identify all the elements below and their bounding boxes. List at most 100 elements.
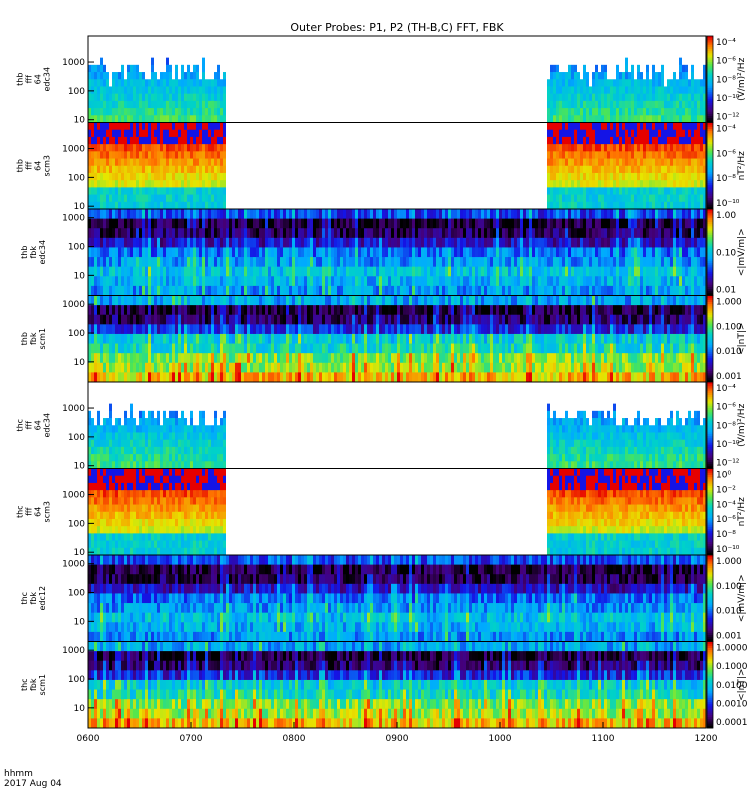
spectrogram-cell (553, 108, 556, 116)
spectrogram-cell (361, 343, 364, 354)
spectrogram-cell (652, 187, 655, 196)
spectrogram-cell (391, 343, 394, 354)
spectrogram-cell (703, 247, 706, 258)
spectrogram-cell (274, 209, 277, 220)
spectrogram-cell (385, 209, 388, 220)
spectrogram-cell (595, 115, 598, 123)
spectrogram-cell (97, 257, 100, 268)
spectrogram-cell (409, 295, 412, 306)
colorbar-tick-label: 10⁻⁴ (716, 38, 736, 48)
spectrogram-cell (139, 151, 142, 160)
spectrogram-cell (181, 158, 184, 167)
spectrogram-cell (166, 64, 169, 73)
spectrogram-cell (187, 201, 190, 210)
spectrogram-cell (220, 79, 223, 87)
spectrogram-cell (178, 314, 181, 325)
spectrogram-cell (298, 362, 301, 373)
spectrogram-cell (607, 228, 610, 239)
spectrogram-cell (91, 276, 94, 287)
spectrogram-cell (124, 165, 127, 174)
spectrogram-cell (316, 218, 319, 229)
spectrogram-cell (178, 362, 181, 373)
spectrogram-cell (682, 122, 685, 131)
spectrogram-cell (166, 115, 169, 123)
spectrogram-cell (196, 353, 199, 364)
spectrogram-cell (493, 209, 496, 220)
spectrogram-cell (628, 218, 631, 229)
spectrogram-cell (637, 115, 640, 123)
spectrogram-cell (322, 228, 325, 239)
spectrogram-cell (172, 194, 175, 203)
spectrogram-cell (187, 295, 190, 306)
spectrogram-cell (211, 266, 214, 277)
spectrogram-cell (547, 276, 550, 287)
spectrogram-cell (691, 136, 694, 145)
spectrogram-cell (598, 122, 601, 131)
spectrogram-cell (103, 136, 106, 145)
spectrogram-cell (91, 305, 94, 316)
spectrogram-cell (220, 129, 223, 138)
spectrogram-cell (169, 314, 172, 325)
spectrogram-cell (607, 247, 610, 258)
spectrogram-cell (679, 129, 682, 138)
spectrogram-cell (661, 237, 664, 248)
spectrogram-cell (562, 93, 565, 102)
spectrogram-cell (430, 228, 433, 239)
spectrogram-cell (331, 295, 334, 306)
spectrogram-cell (145, 353, 148, 364)
spectrogram-cell (688, 79, 691, 87)
spectrogram-cell (472, 247, 475, 258)
spectrogram-cell (703, 122, 706, 131)
spectrogram-cell (109, 237, 112, 248)
spectrogram-cell (274, 353, 277, 364)
spectrogram-cell (208, 100, 211, 109)
spectrogram-cell (106, 144, 109, 152)
spectrogram-cell (100, 86, 103, 95)
spectrogram-cell (163, 295, 166, 306)
spectrogram-cell (142, 276, 145, 287)
spectrogram-cell (145, 122, 148, 131)
spectrogram-cell (187, 64, 190, 73)
spectrogram-cell (649, 172, 652, 181)
spectrogram-cell (574, 129, 577, 138)
spectrogram-cell (451, 237, 454, 248)
spectrogram-cell (385, 257, 388, 268)
spectrogram-cell (238, 218, 241, 229)
spectrogram-cell (526, 257, 529, 268)
spectrogram-cell (358, 247, 361, 258)
spectrogram-cell (565, 228, 568, 239)
spectrogram-cell (154, 100, 157, 109)
spectrogram-cell (139, 86, 142, 95)
spectrogram-cell (616, 172, 619, 181)
spectrogram-cell (268, 285, 271, 296)
spectrogram-cell (601, 158, 604, 167)
spectrogram-cell (427, 314, 430, 325)
spectrogram-cell (253, 353, 256, 364)
spectrogram-cell (91, 285, 94, 296)
spectrogram-cell (430, 257, 433, 268)
spectrogram-cell (427, 247, 430, 258)
spectrogram-cell (388, 228, 391, 239)
colorbar-segment (707, 280, 713, 283)
spectrogram-cell (109, 324, 112, 335)
spectrogram-cell (103, 343, 106, 354)
spectrogram-cell (595, 108, 598, 116)
spectrogram-cell (604, 158, 607, 167)
spectrogram-cell (325, 237, 328, 248)
spectrogram-cell (328, 257, 331, 268)
spectrogram-cell (184, 180, 187, 188)
spectrogram-cell (178, 122, 181, 131)
spectrogram-cell (394, 324, 397, 335)
spectrogram-cell (115, 343, 118, 354)
spectrogram-cell (235, 314, 238, 325)
spectrogram-cell (112, 86, 115, 95)
spectrogram-cell (151, 333, 154, 345)
spectrogram-cell (442, 228, 445, 239)
spectrogram-cell (649, 237, 652, 248)
spectrogram-cell (376, 237, 379, 248)
spectrogram-cell (133, 362, 136, 373)
spectrogram-cell (688, 172, 691, 181)
spectrogram-cell (625, 194, 628, 203)
spectrogram-cell (523, 209, 526, 220)
spectrogram-cell (607, 237, 610, 248)
